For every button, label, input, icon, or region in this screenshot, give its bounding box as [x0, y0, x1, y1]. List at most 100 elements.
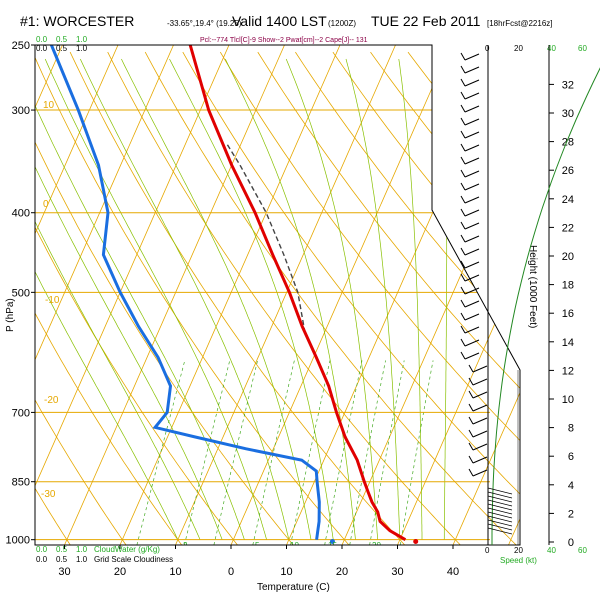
- wind-barb-shaft: [464, 144, 480, 152]
- isotherm-line: [175, 45, 396, 545]
- low-wind-barb: [487, 499, 513, 507]
- mixing-ratio-line: [349, 360, 386, 545]
- cloud-bottom-label: 0.5: [56, 555, 68, 564]
- wind-barb-shaft: [464, 105, 480, 113]
- wind-barb-shaft: [464, 287, 480, 295]
- wind-barb-flag: [460, 117, 466, 126]
- wind-barb-shaft: [464, 92, 480, 100]
- isotherm-line: [230, 45, 452, 545]
- wind-barb-flag: [468, 364, 474, 373]
- wind-barb-flag: [460, 338, 466, 347]
- wind-barb-shaft: [464, 157, 480, 165]
- wind-barb-flag: [460, 208, 466, 217]
- wind-barb-flag: [460, 156, 466, 165]
- moist-adiabat-line: [35, 58, 223, 540]
- wind-barb-shaft: [464, 183, 480, 191]
- wind-barb: [460, 65, 480, 74]
- wind-barb-flag: [460, 143, 466, 152]
- contour-label: -30: [41, 489, 56, 500]
- cloud-bottom-label: 0.5: [56, 545, 68, 554]
- height-tick-label: 24: [562, 194, 574, 206]
- temperature-tick-label: 10: [280, 566, 292, 578]
- cloud-top-label: 1.0: [76, 35, 88, 44]
- isotherm-line: [508, 45, 520, 545]
- temperature-tick-label: 30: [58, 566, 70, 578]
- isotherm-line: [0, 45, 7, 545]
- dry-adiabat-line: [35, 51, 127, 545]
- wind-barb-shaft: [464, 326, 480, 334]
- temperature-tick-label: 10: [169, 566, 181, 578]
- mixing-ratio-line: [369, 360, 405, 545]
- wind-speed-profile: [491, 67, 600, 545]
- wind-barb-flag: [460, 195, 466, 204]
- wind-barb-shaft: [464, 79, 480, 87]
- cloud-bottom-label: 0.0: [36, 545, 48, 554]
- wind-barb-flag: [460, 169, 466, 178]
- wind-barb-flag: [460, 351, 466, 360]
- moist-adiabat-line: [121, 58, 312, 540]
- wind-barb: [460, 182, 480, 191]
- moist-adiabat-line: [44, 58, 267, 540]
- wind-barb: [460, 143, 480, 152]
- wind-barb-flag: [468, 442, 474, 451]
- stability-indices: Pcl:--774 Tlcl[C]-9 Show--2 Pwat[cm]--2 …: [200, 37, 368, 44]
- moist-adiabat-line: [35, 58, 245, 540]
- wind-barb: [468, 442, 488, 451]
- dry-adiabat-line: [107, 51, 461, 545]
- mixing-ratio-line: [184, 360, 231, 545]
- title-station: #1: WORCESTER: [20, 13, 134, 29]
- isotherm-line: [35, 45, 119, 545]
- wind-barb-flag: [460, 286, 466, 295]
- temperature-tick-label: 30: [391, 566, 403, 578]
- moist-adiabat-line: [345, 58, 401, 540]
- dry-adiabat-line: [35, 51, 71, 545]
- wind-barb-shaft: [464, 261, 480, 269]
- isotherm-line: [35, 45, 174, 545]
- plot-frame: [34, 44, 521, 546]
- height-tick-label: 18: [562, 280, 574, 292]
- cloud-top-label: 0.5: [56, 35, 68, 44]
- mixing-ratio-label: 5: [255, 541, 260, 550]
- wind-barb: [460, 247, 480, 256]
- low-wind-barb: [487, 511, 513, 519]
- speed-top-label: 40: [547, 44, 556, 53]
- dry-adiabat-line: [35, 51, 183, 545]
- isotherm-line: [64, 45, 285, 545]
- pressure-tick-label: 700: [12, 407, 30, 419]
- wind-barb-flag: [460, 130, 466, 139]
- wind-barb-flag: [460, 182, 466, 191]
- low-wind-barb: [487, 491, 513, 499]
- cloudwater-label: CloudWater (g/Kg): [94, 545, 160, 554]
- mixing-ratio-line: [324, 360, 363, 545]
- isotherm-line: [397, 45, 520, 545]
- dry-adiabat-line: [35, 51, 238, 545]
- wind-barb-flag: [460, 299, 466, 308]
- moist-adiabat-line: [35, 58, 179, 540]
- height-tick-label: 26: [562, 165, 574, 177]
- contour-label: -20: [44, 395, 59, 406]
- wind-barb: [468, 429, 488, 438]
- wind-barb-shaft: [472, 404, 488, 412]
- x-axis-title: Temperature (C): [257, 582, 330, 593]
- speed-bottom-label: 60: [578, 546, 587, 555]
- wind-barb-flag: [460, 52, 466, 61]
- temperature-tick-label: 0: [228, 566, 234, 578]
- isotherm-line: [452, 45, 520, 545]
- wind-barb-flag: [468, 416, 474, 425]
- wind-barb-flag: [460, 273, 466, 282]
- cloud-bottom-label: 0.0: [36, 555, 48, 564]
- wind-barb-shaft: [464, 248, 480, 256]
- cloud-bottom-labels: 0.0 0.5 1.0 CloudWater (g/Kg) 0.0 0.5 1.…: [36, 545, 173, 564]
- wind-barb-shaft: [464, 131, 480, 139]
- wind-barb-flag: [460, 65, 466, 74]
- wind-barb-flag: [468, 403, 474, 412]
- dewpoint-profile: [50, 45, 321, 540]
- cloud-top-label: 1.0: [76, 44, 88, 53]
- pressure-tick-label: 300: [12, 105, 30, 117]
- cloud-bottom-label: 1.0: [76, 545, 88, 554]
- wind-barb: [468, 455, 488, 464]
- wind-barb-flag: [460, 78, 466, 87]
- mixing-ratio-line: [213, 360, 258, 545]
- mixing-ratio-line: [399, 360, 434, 545]
